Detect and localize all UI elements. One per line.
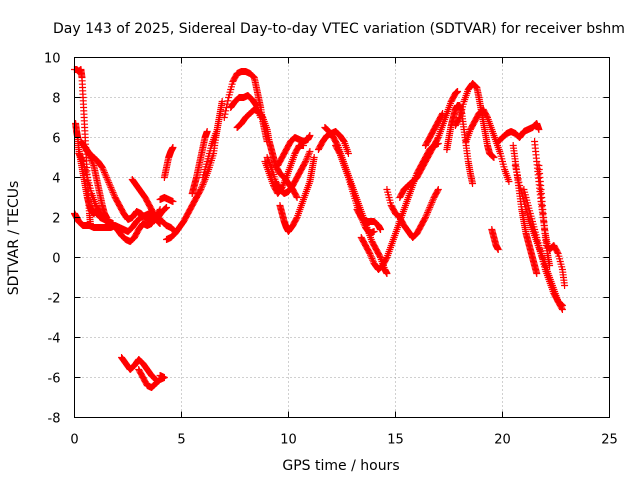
series-s11 (135, 366, 168, 391)
plus-marker-trace (421, 110, 447, 149)
series-s5 (75, 150, 164, 245)
y-tick-label: 6 (52, 132, 60, 147)
y-tick-label: 0 (52, 252, 60, 267)
plus-marker-trace (396, 88, 462, 201)
plus-marker-trace (118, 354, 160, 383)
series-s26 (353, 206, 385, 233)
plus-marker-trace (160, 144, 177, 181)
plus-marker-trace (163, 98, 226, 243)
series-s34 (494, 120, 543, 145)
plus-marker-trace (276, 154, 318, 235)
y-tick-label: 2 (52, 212, 60, 227)
series-s39 (535, 162, 554, 269)
series-s10 (118, 354, 160, 383)
x-tick-label: 20 (494, 433, 511, 448)
plus-marker-trace (156, 194, 177, 205)
chart-title: Day 143 of 2025, Sidereal Day-to-day VTE… (53, 21, 625, 37)
plus-marker-trace (494, 120, 543, 145)
plus-marker-trace (520, 186, 566, 309)
series-s20 (276, 154, 318, 235)
series-s31 (451, 80, 498, 161)
axis-ticks: 0 5 10 15 20 25 -8 -6 -4 -2 0 2 4 6 8 10 (44, 52, 618, 448)
y-tick-label: 8 (52, 92, 60, 107)
plus-marker-trace (81, 144, 111, 221)
x-tick-label: 5 (177, 433, 185, 448)
x-tick-label: 0 (70, 433, 78, 448)
x-tick-label: 25 (601, 433, 618, 448)
plus-marker-trace (135, 366, 168, 391)
plus-marker-trace (353, 206, 385, 233)
x-axis-label: GPS time / hours (282, 458, 399, 474)
y-tick-label: -8 (48, 412, 61, 427)
plus-marker-trace (128, 176, 164, 227)
plus-marker-trace (535, 162, 554, 269)
x-tick-label: 10 (280, 433, 297, 448)
series-s28 (396, 88, 462, 201)
series-s27 (383, 186, 442, 241)
series-s12 (163, 98, 226, 243)
y-axis-label: SDTVAR / TECUs (6, 181, 22, 296)
plus-marker-trace (199, 130, 220, 181)
plus-marker-trace (462, 106, 513, 185)
series-s21 (274, 132, 314, 169)
plus-marker-trace (274, 132, 314, 169)
plus-marker-trace (188, 128, 211, 197)
series-s13 (188, 128, 211, 197)
series-s29 (421, 110, 447, 149)
y-tick-label: 4 (52, 172, 60, 187)
plus-marker-trace (75, 150, 164, 245)
y-tick-label: 10 (44, 52, 61, 67)
y-tick-label: -6 (48, 372, 61, 387)
plus-marker-trace (488, 226, 502, 253)
series-s14 (199, 130, 220, 181)
plot-frame (74, 57, 610, 418)
plus-marker-trace (383, 186, 442, 241)
y-tick-label: -2 (48, 292, 61, 307)
plus-marker-trace (451, 80, 498, 161)
series-s32 (462, 106, 513, 185)
series-s9 (156, 194, 177, 205)
series-s37 (520, 186, 566, 309)
series-s33 (488, 226, 502, 253)
series-s8 (160, 144, 177, 181)
series-s19 (261, 142, 307, 197)
series-s7 (128, 176, 164, 227)
plus-marker-trace (261, 142, 307, 197)
y-tick-label: -4 (48, 332, 61, 347)
x-tick-label: 15 (387, 433, 404, 448)
data-points (71, 66, 569, 391)
series-s6 (81, 144, 111, 221)
